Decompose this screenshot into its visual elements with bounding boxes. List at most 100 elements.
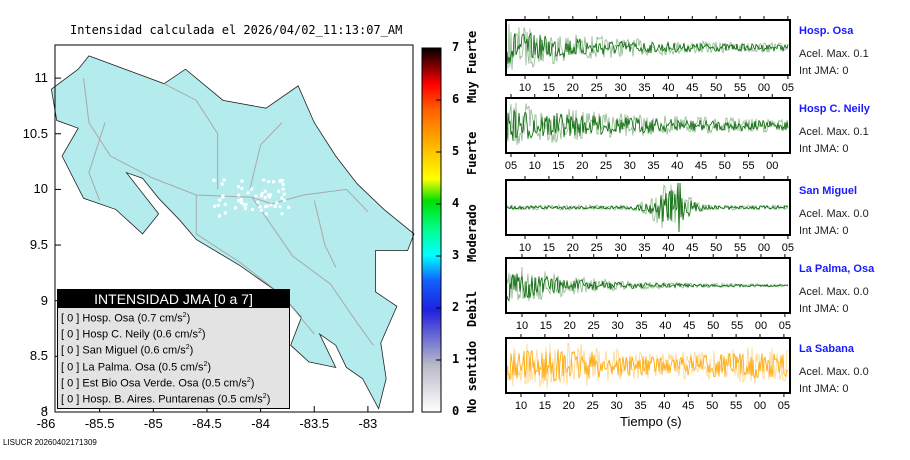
close-paren: ) [266,393,271,406]
town-marker [223,202,227,206]
legend-item-int: [ 0 ] [61,345,80,358]
waveform-trace [506,109,789,141]
time-tick-label: 30 [614,82,627,94]
time-tick-label: 25 [590,242,603,254]
colorbar-tick-label: 3 [452,248,460,262]
town-marker [272,180,276,184]
legend-item-name: San Miguel [82,345,138,358]
town-marker [281,182,285,186]
time-tick-label: 15 [539,320,553,332]
legend-item-int: [ 0 ] [61,361,80,374]
legend-item: [ 0 ] Hosp. Osa (0.7 cm/s2) [61,308,289,325]
time-tick-label: 05 [781,242,795,254]
legend-item: [ 0 ] La Palma. Osa (0.5 cm/s2) [61,357,289,374]
time-tick-label: 05 [504,160,518,172]
map-title: Intensidad calculada el 2026/04/02_11:13… [70,23,403,37]
time-tick-label: 45 [686,242,699,254]
time-tick-label: 35 [647,160,660,172]
jma-intensity: Int JMA: 0 [799,383,849,395]
close-paren: ) [189,345,194,358]
unit-exponent: 2 [203,360,208,368]
time-tick-label: 30 [614,242,627,254]
close-paren: ) [186,312,191,325]
time-tick-label: 20 [563,320,576,332]
time-tick-label: 20 [562,400,575,412]
waveform-trace [506,273,789,302]
time-tick-label: 35 [634,400,647,412]
time-tick-label: 35 [638,82,651,94]
seismogram-panel [506,20,790,75]
colorbar-gradient [421,47,442,413]
town-marker [281,187,285,191]
time-axis-label: Tiempo (s) [620,414,682,429]
time-tick-label: 15 [538,400,552,412]
station-name: La Sabana [799,343,855,355]
town-marker [263,196,267,200]
x-tick-label: -84 [251,416,270,431]
time-tick-label: 30 [611,320,624,332]
time-tick-label: 45 [683,320,696,332]
town-marker [243,206,247,210]
town-marker [280,179,284,183]
costa-rica-landmass [50,55,415,410]
town-marker [265,204,269,208]
time-tick-label: 50 [710,82,723,94]
town-marker [234,206,238,210]
town-marker [218,198,222,202]
legend-item: [ 0 ] Hosp C. Neily (0.6 cm/s2) [61,324,289,341]
colorbar-tick-label: 5 [452,144,460,158]
time-tick-label: 40 [662,82,675,94]
close-paren: ) [201,328,206,341]
town-marker [280,196,284,200]
unit-exponent: 2 [197,328,202,336]
jma-intensity: Int JMA: 0 [799,225,849,237]
time-tick-label: 10 [514,400,528,412]
legend-item-val: (0.6 cm/s [140,345,186,358]
town-marker [246,191,250,195]
town-marker [267,193,271,197]
max-acceleration: Acel. Max. 0.0 [799,366,869,378]
station-name: San Miguel [799,185,858,197]
legend-item-int: [ 0 ] [61,393,80,406]
town-marker [259,194,263,198]
town-marker [222,178,226,182]
time-tick-label: 55 [733,82,747,94]
legend-item-int: [ 0 ] [61,312,80,325]
time-tick-label: 20 [576,160,589,172]
town-marker [244,202,248,206]
waveform-trace [506,102,789,145]
town-marker [267,195,271,199]
town-marker [256,200,260,204]
town-marker [239,197,243,201]
town-marker [282,192,286,196]
town-marker [267,180,271,184]
town-marker [250,207,254,211]
y-tick-label: 10.5 [22,125,48,141]
time-tick-label: 25 [586,400,599,412]
time-tick-label: 55 [742,160,755,172]
legend-header: INTENSIDAD JMA [0 a 7] [58,290,289,308]
time-tick-label: 45 [694,160,708,172]
town-marker [240,186,244,190]
y-tick-label: 10 [33,181,48,197]
legend-item-val: (0.5 cm/s [201,377,247,390]
jma-intensity: Int JMA: 0 [799,143,849,155]
jma-intensity: Int JMA: 0 [799,303,849,315]
unit-exponent: 2 [182,312,187,319]
town-marker [275,201,279,205]
max-acceleration: Acel. Max. 0.1 [799,126,869,138]
jma-intensity: Int JMA: 0 [799,65,849,77]
town-marker [237,199,241,203]
road-line [163,83,219,190]
station-name: La Palma, Osa [799,263,875,275]
waveform-trace [506,32,789,64]
town-marker [212,178,216,182]
time-tick-label: 40 [658,400,671,412]
town-marker [223,211,227,215]
time-tick-label: 25 [599,160,613,172]
town-marker [250,187,254,191]
town-marker [273,205,277,209]
time-tick-label: 00 [757,242,771,254]
